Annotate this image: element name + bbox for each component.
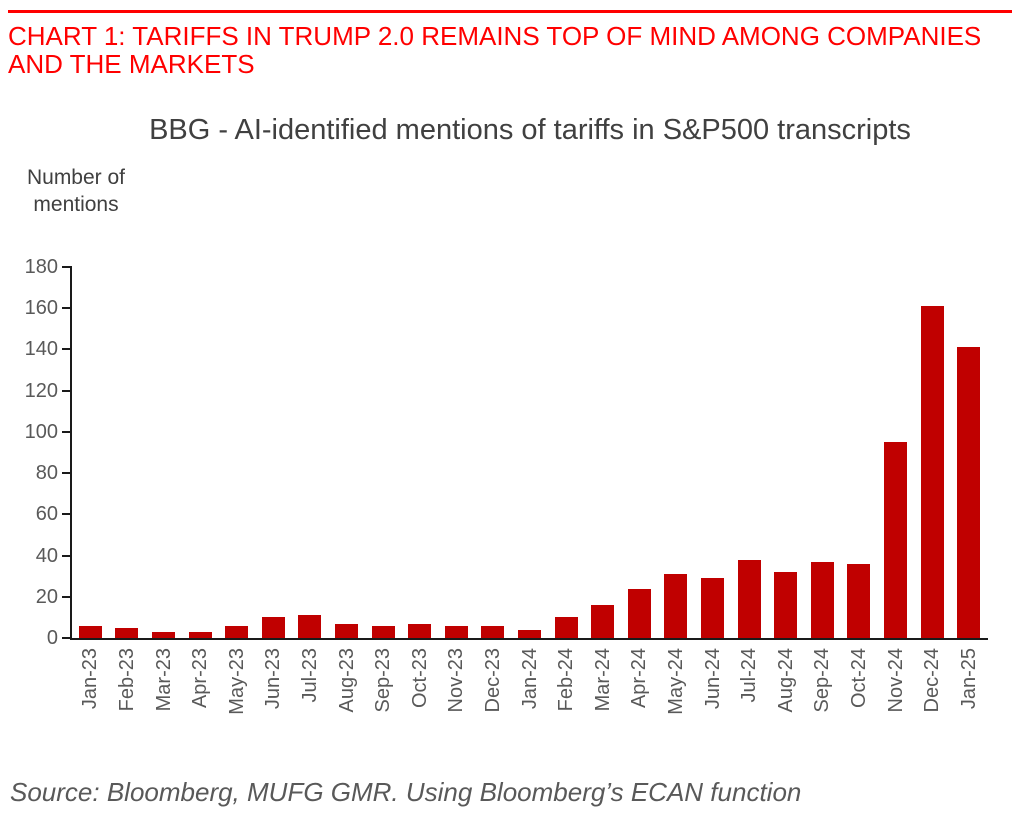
bar-Jan-25 <box>957 347 981 638</box>
bar-Nov-24 <box>884 442 907 638</box>
x-axis-line <box>70 638 988 640</box>
x-tick-label: Apr-23 <box>189 648 212 709</box>
y-tick-label: 0 <box>46 627 58 649</box>
bar-Aug-23 <box>335 623 358 638</box>
bar-Apr-24 <box>627 588 651 638</box>
x-tick-label: Apr-24 <box>628 648 651 709</box>
bar-Jun-23 <box>261 617 285 638</box>
y-tick-mark <box>62 348 70 351</box>
bar-Oct-23 <box>408 623 432 638</box>
y-tick-mark <box>62 595 70 598</box>
y-tick-mark <box>62 472 70 475</box>
bar-Jul-24 <box>737 559 761 638</box>
x-tick-label: Nov-23 <box>445 648 468 713</box>
y-tick-mark <box>62 430 70 433</box>
bar-Feb-24 <box>554 617 578 638</box>
y-tick-label: 20 <box>35 585 58 608</box>
bar-Feb-23 <box>115 627 139 638</box>
y-tick-mark <box>62 307 70 310</box>
bar-Mar-23 <box>152 631 175 638</box>
bar-Apr-23 <box>188 631 212 638</box>
y-tick-label: 60 <box>35 503 58 526</box>
bar-Sep-23 <box>371 625 395 638</box>
x-tick-label: Mar-24 <box>591 648 614 712</box>
x-tick-label: Dec-24 <box>921 648 944 713</box>
x-tick-label: Jun-24 <box>701 648 724 710</box>
y-tick-mark <box>62 389 70 392</box>
bar-Sep-24 <box>810 561 834 638</box>
x-tick-label: Oct-23 <box>408 648 431 709</box>
bar-Aug-24 <box>774 572 798 638</box>
bar-Oct-24 <box>847 563 871 638</box>
y-tick-mark <box>62 513 70 516</box>
x-tick-label: Jan-23 <box>79 648 102 710</box>
x-tick-label: Dec-23 <box>481 648 504 713</box>
bar-Dec-24 <box>920 306 944 638</box>
x-tick-label: Sep-23 <box>372 648 395 713</box>
y-tick-mark <box>62 637 70 639</box>
source-note: Source: Bloomberg, MUFG GMR. Using Bloom… <box>10 777 802 807</box>
x-tick-label: Feb-24 <box>555 648 578 712</box>
y-tick-label: 80 <box>35 462 58 485</box>
x-tick-label: Jan-24 <box>518 648 541 710</box>
y-axis-title: Number of mentions <box>26 166 126 216</box>
x-tick-label: Feb-23 <box>115 648 138 712</box>
x-tick-label: Oct-24 <box>847 648 870 709</box>
x-tick-label: Jan-25 <box>957 648 980 710</box>
bar-Mar-24 <box>591 605 615 638</box>
x-tick-label: Jul-23 <box>298 648 321 703</box>
x-tick-label: Sep-24 <box>811 648 834 713</box>
report-title: CHART 1: TARIFFS IN TRUMP 2.0 REMAINS TO… <box>8 21 982 79</box>
bar-Jun-24 <box>701 578 724 638</box>
bar-May-24 <box>664 574 688 638</box>
bar-Jan-23 <box>78 625 102 638</box>
x-tick-label: Jul-24 <box>738 648 761 703</box>
y-tick-label: 100 <box>24 420 58 443</box>
y-tick-label: 140 <box>24 338 58 361</box>
x-tick-label: Nov-24 <box>884 648 907 713</box>
x-tick-label: Aug-23 <box>335 648 358 713</box>
top-rule-divider <box>8 10 1012 13</box>
x-tick-label: May-23 <box>225 648 248 715</box>
y-tick-label: 180 <box>24 256 58 278</box>
bar-May-23 <box>225 625 249 638</box>
x-tick-label: May-24 <box>664 648 687 715</box>
bar-Dec-23 <box>481 625 505 638</box>
y-axis-line <box>70 266 72 640</box>
bar-Jan-24 <box>518 629 541 638</box>
chart-title: BBG - AI-identified mentions of tariffs … <box>149 114 911 146</box>
bar-Jul-23 <box>298 615 322 638</box>
y-tick-mark <box>62 554 70 557</box>
y-tick-label: 120 <box>24 379 58 402</box>
y-tick-label: 40 <box>35 544 58 567</box>
x-tick-label: Mar-23 <box>152 648 175 712</box>
x-tick-label: Aug-24 <box>774 648 797 713</box>
x-tick-label: Jun-23 <box>262 648 285 710</box>
bar-Nov-23 <box>444 625 468 638</box>
y-tick-mark <box>62 266 70 268</box>
y-tick-label: 160 <box>24 297 58 320</box>
